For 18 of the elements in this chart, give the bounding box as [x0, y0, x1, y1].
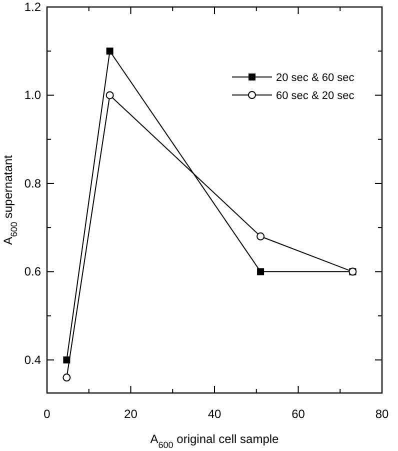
legend-label: 20 sec & 60 sec — [276, 72, 355, 84]
x-tick-label: 40 — [208, 407, 222, 421]
point — [62, 374, 71, 382]
y-tick-label: 0.6 — [24, 264, 42, 279]
y-tick-label: 1.2 — [24, 0, 42, 14]
y-tick-label: 0.8 — [24, 176, 42, 190]
point — [256, 232, 265, 240]
y-tick-label: 1.0 — [24, 88, 42, 102]
x-tick-label: 0 — [44, 407, 51, 421]
point — [257, 268, 264, 276]
x-tick-label: 80 — [375, 407, 389, 421]
point — [106, 48, 114, 55]
x-axis-title: A$_{600}$ original cell sample — [150, 432, 280, 450]
point — [106, 91, 114, 100]
x-tick-label: 60 — [292, 407, 306, 421]
legend-label: 60 sec & 20 sec — [276, 90, 355, 102]
y-tick-label: 0.4 — [24, 352, 42, 367]
x-tick-label: 20 — [124, 407, 138, 421]
